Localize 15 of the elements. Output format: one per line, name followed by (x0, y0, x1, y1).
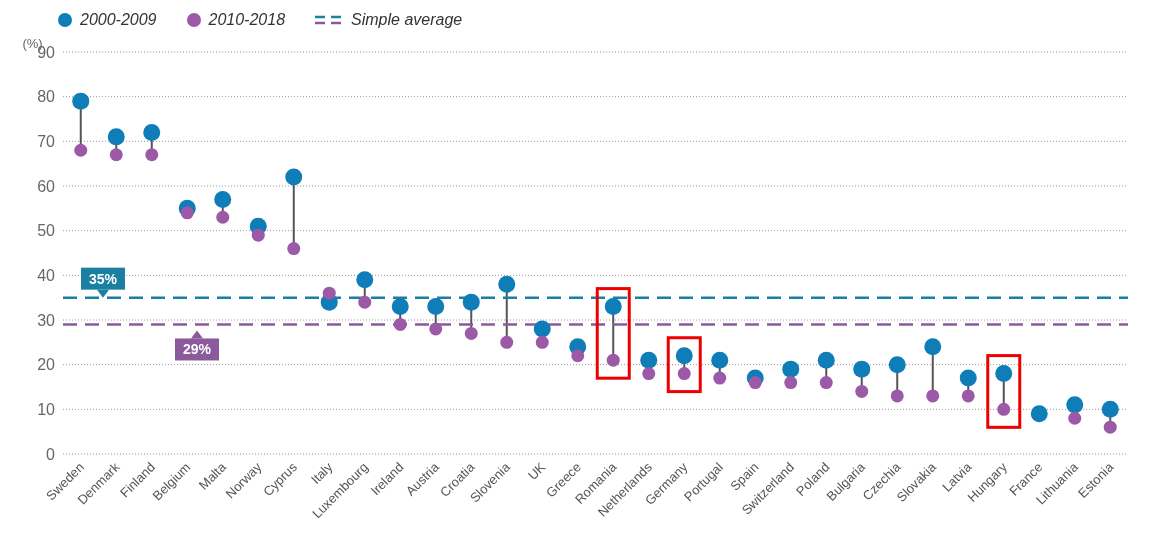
y-tick-label: 60 (37, 177, 56, 195)
ref-line-label: 35% (88, 270, 118, 287)
y-tick-label: 50 (37, 222, 56, 240)
x-tick-label: UK (524, 459, 549, 483)
legend-label: 2000-2009 (79, 11, 157, 29)
ref-line-label: 29% (182, 341, 212, 358)
y-tick-label: 70 (37, 133, 56, 151)
y-tick-label: 0 (46, 445, 56, 463)
y-tick-label: 10 (37, 401, 56, 419)
text: Simple average (350, 11, 463, 29)
y-tick-label: 80 (37, 88, 56, 106)
y-tick-label: 40 (37, 267, 56, 285)
y-tick-label: 20 (37, 356, 56, 374)
y-tick-label: 30 (37, 311, 56, 329)
legend-label: 2010-2018 (207, 11, 286, 29)
